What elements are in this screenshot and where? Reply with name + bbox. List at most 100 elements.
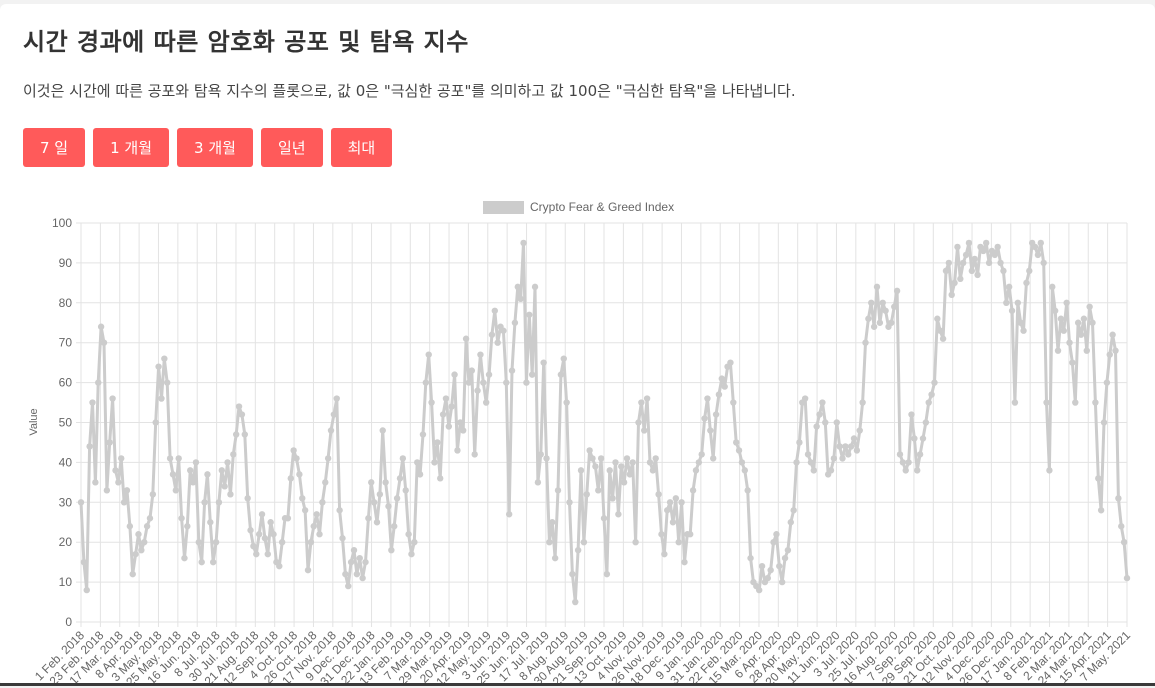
data-point[interactable] <box>615 511 621 517</box>
data-point[interactable] <box>1109 332 1115 338</box>
data-point[interactable] <box>759 563 765 569</box>
data-point[interactable] <box>1084 347 1090 353</box>
data-point[interactable] <box>581 539 587 545</box>
data-point[interactable] <box>716 391 722 397</box>
data-point[interactable] <box>584 491 590 497</box>
data-point[interactable] <box>736 447 742 453</box>
data-point[interactable] <box>908 411 914 417</box>
data-point[interactable] <box>431 459 437 465</box>
data-point[interactable] <box>756 587 762 593</box>
data-point[interactable] <box>132 551 138 557</box>
data-point[interactable] <box>658 531 664 537</box>
data-point[interactable] <box>951 280 957 286</box>
data-point[interactable] <box>104 487 110 493</box>
data-point[interactable] <box>259 511 265 517</box>
data-point[interactable] <box>267 519 273 525</box>
data-point[interactable] <box>466 379 472 385</box>
data-point[interactable] <box>368 479 374 485</box>
data-point[interactable] <box>328 427 334 433</box>
data-point[interactable] <box>460 427 466 433</box>
data-point[interactable] <box>127 523 133 529</box>
data-point[interactable] <box>836 443 842 449</box>
data-point[interactable] <box>207 519 213 525</box>
data-point[interactable] <box>170 471 176 477</box>
data-point[interactable] <box>851 435 857 441</box>
data-point[interactable] <box>230 451 236 457</box>
data-point[interactable] <box>107 439 113 445</box>
data-point[interactable] <box>693 467 699 473</box>
data-point[interactable] <box>954 244 960 250</box>
data-point[interactable] <box>696 459 702 465</box>
data-point[interactable] <box>1066 340 1072 346</box>
data-point[interactable] <box>563 399 569 405</box>
data-point[interactable] <box>408 551 414 557</box>
data-point[interactable] <box>288 475 294 481</box>
data-point[interactable] <box>112 467 118 473</box>
data-point[interactable] <box>793 459 799 465</box>
data-point[interactable] <box>86 443 92 449</box>
data-point[interactable] <box>986 260 992 266</box>
data-point[interactable] <box>144 523 150 529</box>
data-point[interactable] <box>578 467 584 473</box>
data-point[interactable] <box>667 499 673 505</box>
data-point[interactable] <box>604 571 610 577</box>
data-point[interactable] <box>969 268 975 274</box>
data-point[interactable] <box>862 340 868 346</box>
data-point[interactable] <box>446 423 452 429</box>
data-point[interactable] <box>176 455 182 461</box>
data-point[interactable] <box>687 531 693 537</box>
data-point[interactable] <box>598 455 604 461</box>
data-point[interactable] <box>276 563 282 569</box>
data-point[interactable] <box>1040 260 1046 266</box>
data-point[interactable] <box>109 395 115 401</box>
range-1y-button[interactable]: 일년 <box>261 128 323 167</box>
data-point[interactable] <box>1078 332 1084 338</box>
data-point[interactable] <box>130 571 136 577</box>
data-point[interactable] <box>115 479 121 485</box>
data-point[interactable] <box>1055 347 1061 353</box>
data-point[interactable] <box>900 459 906 465</box>
data-point[interactable] <box>566 499 572 505</box>
data-point[interactable] <box>1026 268 1032 274</box>
data-point[interactable] <box>374 519 380 525</box>
data-point[interactable] <box>744 487 750 493</box>
data-point[interactable] <box>888 320 894 326</box>
data-point[interactable] <box>201 499 207 505</box>
range-3m-button[interactable]: 3 개월 <box>177 128 253 167</box>
data-point[interactable] <box>937 328 943 334</box>
data-point[interactable] <box>184 523 190 529</box>
data-point[interactable] <box>437 475 443 481</box>
data-point[interactable] <box>609 495 615 501</box>
data-point[interactable] <box>279 539 285 545</box>
data-point[interactable] <box>1046 467 1052 473</box>
data-point[interactable] <box>790 507 796 513</box>
data-point[interactable] <box>854 447 860 453</box>
data-point[interactable] <box>681 559 687 565</box>
data-point[interactable] <box>770 539 776 545</box>
data-point[interactable] <box>963 252 969 258</box>
range-1m-button[interactable]: 1 개월 <box>93 128 169 167</box>
data-point[interactable] <box>434 439 440 445</box>
data-point[interactable] <box>308 539 314 545</box>
data-point[interactable] <box>397 475 403 481</box>
data-point[interactable] <box>1072 399 1078 405</box>
data-point[interactable] <box>1032 244 1038 250</box>
data-point[interactable] <box>92 479 98 485</box>
data-point[interactable] <box>928 391 934 397</box>
data-point[interactable] <box>644 395 650 401</box>
data-point[interactable] <box>549 519 555 525</box>
data-point[interactable] <box>575 547 581 553</box>
data-point[interactable] <box>1035 252 1041 258</box>
data-point[interactable] <box>1112 347 1118 353</box>
data-point[interactable] <box>871 324 877 330</box>
data-point[interactable] <box>647 459 653 465</box>
data-point[interactable] <box>920 435 926 441</box>
data-point[interactable] <box>198 559 204 565</box>
data-point[interactable] <box>618 463 624 469</box>
data-point[interactable] <box>1098 507 1104 513</box>
data-point[interactable] <box>334 395 340 401</box>
data-point[interactable] <box>155 363 161 369</box>
data-point[interactable] <box>811 467 817 473</box>
data-point[interactable] <box>216 499 222 505</box>
chart-legend[interactable]: Crypto Fear & Greed Index <box>483 200 674 214</box>
